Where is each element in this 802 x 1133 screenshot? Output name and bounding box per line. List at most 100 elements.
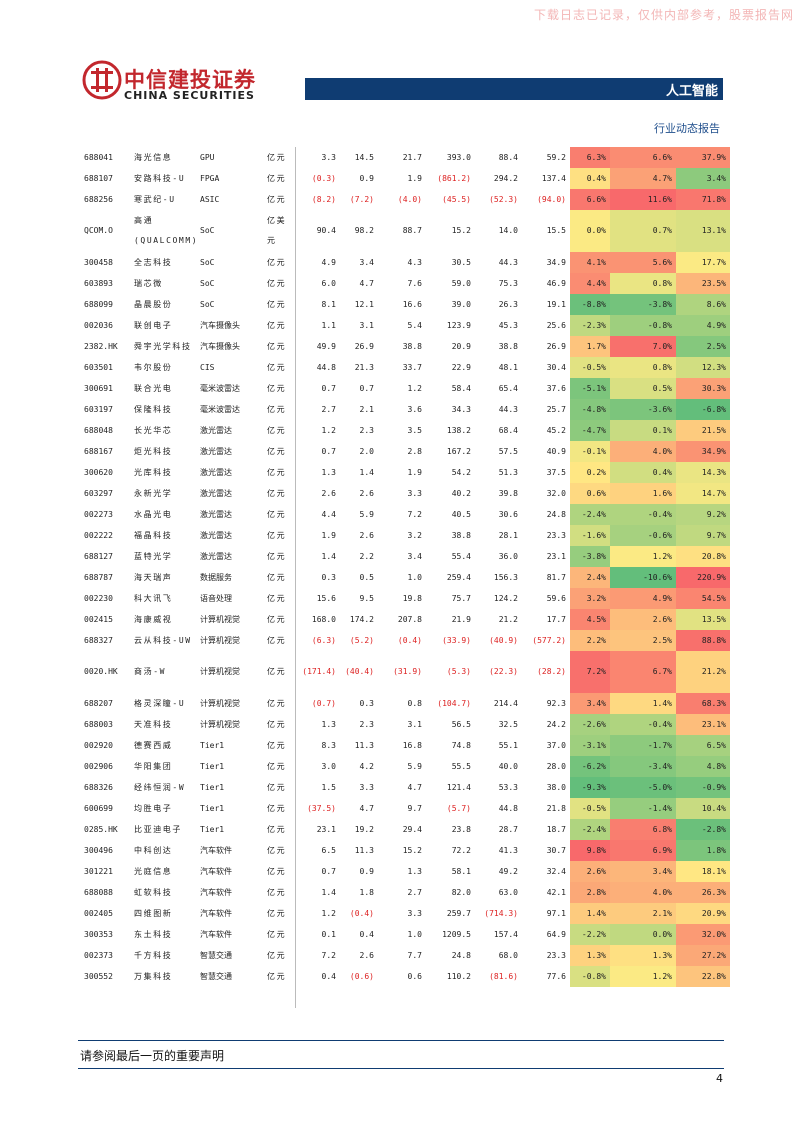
heat-cell: -2.6%: [570, 714, 610, 735]
text-cell: 亿元: [267, 467, 287, 477]
text-cell: 计算机视觉: [200, 635, 240, 645]
text-cell: 603893: [84, 278, 113, 288]
heat-cell: -4.8%: [570, 399, 610, 420]
number-cell: 37.0: [546, 740, 566, 750]
text-cell: 计算机视觉: [200, 719, 240, 729]
text-cell: SoC: [200, 257, 215, 267]
heat-cell: 3.4%: [610, 861, 676, 882]
text-cell: 亿元: [267, 887, 287, 897]
text-cell: 汽车软件: [200, 887, 232, 897]
table-row: 603297 永新光学 激光雷达 亿元 2.6 2.6 3.3 40.2 39.8 32.0 0.6…: [80, 483, 730, 504]
number-cell: 15.2: [402, 845, 422, 855]
number-cell: 167.2: [446, 446, 471, 456]
number-cell: 75.3: [498, 278, 518, 288]
text-cell: 激光雷达: [200, 488, 232, 498]
heat-cell: -6.8%: [676, 399, 730, 420]
number-cell: 23.1: [316, 824, 336, 834]
text-cell: 晶晨股份: [134, 299, 173, 309]
number-cell: 137.4: [541, 173, 566, 183]
text-cell: 002405: [84, 908, 113, 918]
number-cell: 54.2: [451, 467, 471, 477]
table-row: QCOM.O 高通(QUALCOMM) SoC 亿美元 90.4 98.2 88.7 15.2…: [80, 210, 730, 252]
heat-cell: 4.9%: [676, 315, 730, 336]
text-cell: 激光雷达: [200, 425, 232, 435]
text-cell: 亿元: [267, 383, 287, 393]
number-cell: 123.9: [446, 320, 471, 330]
number-cell: 81.7: [546, 572, 566, 582]
number-cell: 3.1: [407, 719, 422, 729]
number-cell: 90.4: [316, 226, 336, 235]
number-cell: 74.8: [451, 740, 471, 750]
number-cell: (31.9): [393, 667, 422, 676]
heat-cell: 6.8%: [610, 819, 676, 840]
logo: [82, 60, 122, 100]
text-cell: 亿元: [267, 488, 287, 498]
text-cell: 300691: [84, 383, 113, 393]
text-cell: 激光雷达: [200, 530, 232, 540]
text-cell: 舜宇光学科技: [134, 341, 192, 351]
number-cell: 1.2: [321, 908, 336, 918]
number-cell: 2.3: [359, 719, 374, 729]
table-row: 002405 四维图新 汽车软件 亿元 1.2 (0.4) 3.3 259.7 (714.3) 9…: [80, 903, 730, 924]
number-cell: 393.0: [446, 152, 471, 162]
number-cell: 26.9: [546, 341, 566, 351]
text-cell: 亿元: [267, 824, 287, 834]
heat-cell: -2.2%: [570, 924, 610, 945]
heat-cell: 3.4%: [570, 693, 610, 714]
text-cell: 603197: [84, 404, 113, 414]
text-cell: 长光华芯: [134, 425, 173, 435]
number-cell: (0.3): [311, 173, 336, 183]
table-row: 002222 福晶科技 激光雷达 亿元 1.9 2.6 3.2 38.8 28.1 23.3 -1.…: [80, 525, 730, 546]
heat-cell: 9.7%: [676, 525, 730, 546]
number-cell: 55.4: [451, 551, 471, 561]
heat-cell: -2.8%: [676, 819, 730, 840]
number-cell: 57.5: [498, 446, 518, 456]
number-cell: 38.0: [546, 782, 566, 792]
heat-cell: 6.5%: [676, 735, 730, 756]
number-cell: 1209.5: [442, 929, 471, 939]
number-cell: 8.1: [321, 299, 336, 309]
table-row: 603893 瑞芯微 SoC 亿元 6.0 4.7 7.6 59.0 75.3 46.9 4.4% 0…: [80, 273, 730, 294]
heat-cell: -5.0%: [610, 777, 676, 798]
text-cell: 0285.HK: [84, 824, 118, 834]
number-cell: 26.3: [498, 299, 518, 309]
heat-cell: -0.8%: [610, 315, 676, 336]
number-cell: 0.7: [321, 446, 336, 456]
number-cell: 36.0: [498, 551, 518, 561]
heat-cell: 4.8%: [676, 756, 730, 777]
table-row: 603501 韦尔股份 CIS 亿元 44.8 21.3 33.7 22.9 48.1 30.4-…: [80, 357, 730, 378]
heat-cell: 0.2%: [570, 462, 610, 483]
number-cell: 39.8: [498, 488, 518, 498]
text-cell: 002373: [84, 950, 113, 960]
heat-cell: 2.5%: [676, 336, 730, 357]
number-cell: 75.7: [451, 593, 471, 603]
text-cell: 智慧交通: [200, 971, 232, 981]
number-cell: 168.0: [311, 614, 336, 624]
number-cell: 1.9: [321, 530, 336, 540]
text-cell: 联创电子: [134, 320, 173, 330]
table-row: 688207 格灵深瞳-U 计算机视觉 亿元 (0.7) 0.3 0.8 (104.7) 214…: [80, 693, 730, 714]
text-cell: 语音处理: [200, 593, 232, 603]
number-cell: (5.3): [446, 667, 471, 676]
text-cell: SoC: [200, 226, 215, 235]
text-cell: Tier1: [200, 824, 225, 834]
text-cell: 福晶科技: [134, 530, 173, 540]
number-cell: 38.8: [402, 341, 422, 351]
number-cell: 40.9: [546, 446, 566, 456]
table-row: 688099 晶晨股份 SoC 亿元 8.1 12.1 16.6 39.0 26.3 19.1 -8…: [80, 294, 730, 315]
text-cell: 中科创达: [134, 845, 173, 855]
number-cell: 1.0: [407, 929, 422, 939]
heat-cell: 71.8%: [676, 189, 730, 210]
text-cell: 亿元: [267, 299, 287, 309]
number-cell: 0.9: [359, 866, 374, 876]
number-cell: 2.6: [359, 530, 374, 540]
heat-cell: -1.7%: [610, 735, 676, 756]
table-row: 002273 水晶光电 激光雷达 亿元 4.4 5.9 7.2 40.5 30.6 24.8 -2.…: [80, 504, 730, 525]
text-cell: 保隆科技: [134, 404, 173, 414]
disclaimer: 请参阅最后一页的重要声明: [80, 1049, 225, 1063]
heat-cell: 4.7%: [610, 168, 676, 189]
text-cell: 计算机视觉: [200, 614, 240, 624]
text-cell: 汽车摄像头: [200, 320, 240, 330]
table-row: 300620 光库科技 激光雷达 亿元 1.3 1.4 1.9 54.2 51.3 37.5 0.2…: [80, 462, 730, 483]
number-cell: 1.8: [359, 887, 374, 897]
